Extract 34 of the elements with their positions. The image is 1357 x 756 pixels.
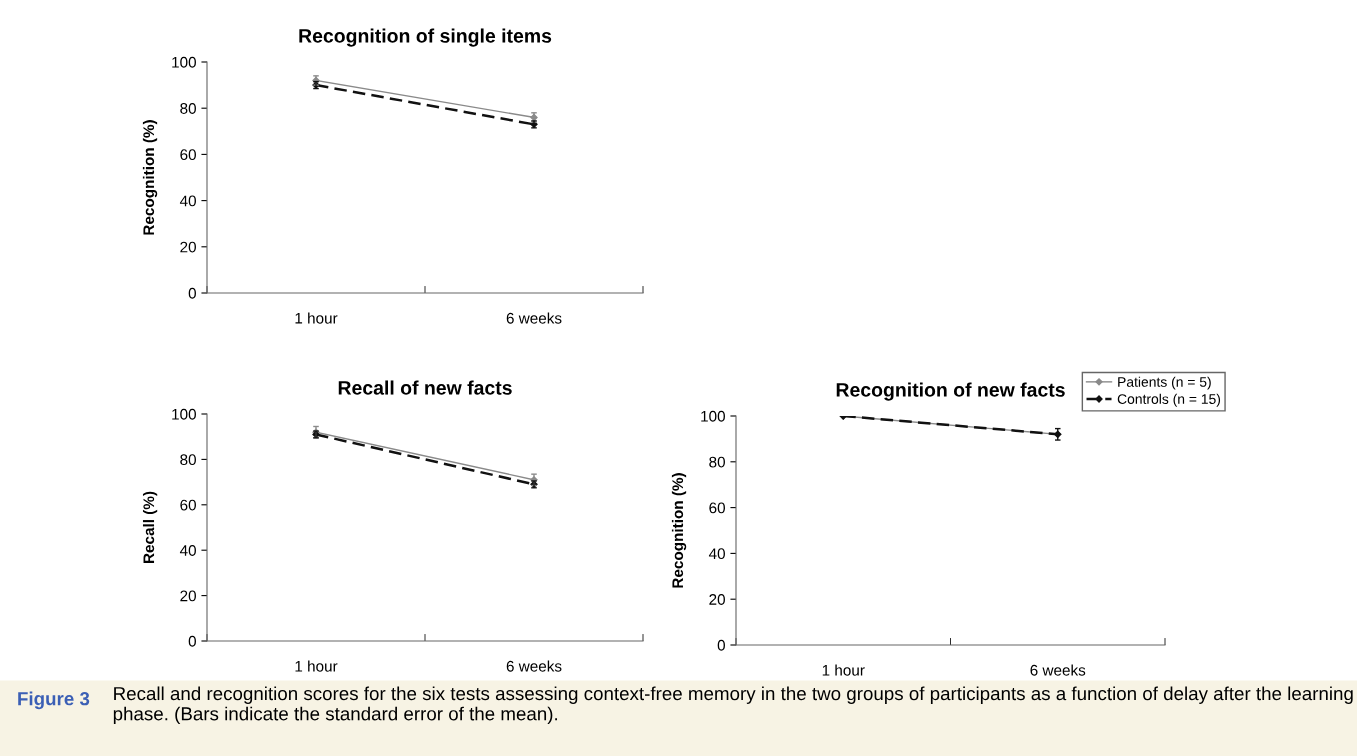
- y-tick-label: 0: [188, 287, 196, 299]
- y-tick-label: 0: [717, 639, 725, 651]
- text: Recall and recognition scores for the six tests assessing context-free memory in the two groups of participants as a function of delay after the learning phase. (Bars indicate the standard error of the mean).: [113, 686, 1353, 725]
- chart-title: Recognition of new facts: [836, 382, 1065, 401]
- y-tick-label: 40: [179, 195, 196, 207]
- y-tick-label: 80: [180, 454, 196, 466]
- y-tick-label: 60: [180, 499, 196, 511]
- chart-title: Recognition of single items: [299, 28, 552, 47]
- x-tick-label: 6 weeks: [1030, 664, 1086, 676]
- y-tick-label: 40: [179, 545, 196, 556]
- y-tick-label: 60: [180, 149, 196, 161]
- y-axis-title: Recognition (%): [671, 473, 687, 588]
- chart-title: Recall of new facts: [338, 380, 512, 395]
- y-tick-label: 20: [709, 594, 725, 605]
- x-tick-label: 1 hour: [295, 312, 338, 324]
- caption: Figure 3: [18, 691, 90, 710]
- y-tick-label: 20: [180, 241, 196, 253]
- x-tick-label: 1 hour: [822, 664, 865, 676]
- x-tick-label: 6 weeks: [506, 660, 562, 672]
- y-axis-title: Recognition (%): [142, 120, 158, 235]
- x-tick-label: 6 weeks: [506, 312, 562, 324]
- y-tick-label: 80: [709, 456, 725, 468]
- y-axis-title: Recall (%): [142, 491, 158, 563]
- y-tick-label: 60: [709, 502, 725, 514]
- x-tick-label: 1 hour: [295, 660, 338, 672]
- legend-label: Controls (n = 15): [1117, 393, 1221, 407]
- y-tick-label: 100: [172, 56, 196, 68]
- y-tick-label: 20: [180, 590, 196, 602]
- legend-label: Patients (n = 5): [1118, 376, 1211, 390]
- y-tick-label: 100: [701, 410, 725, 422]
- y-tick-label: 80: [180, 103, 196, 114]
- y-tick-label: 40: [708, 548, 725, 560]
- y-tick-label: 0: [188, 635, 196, 647]
- y-tick-label: 100: [172, 408, 196, 420]
